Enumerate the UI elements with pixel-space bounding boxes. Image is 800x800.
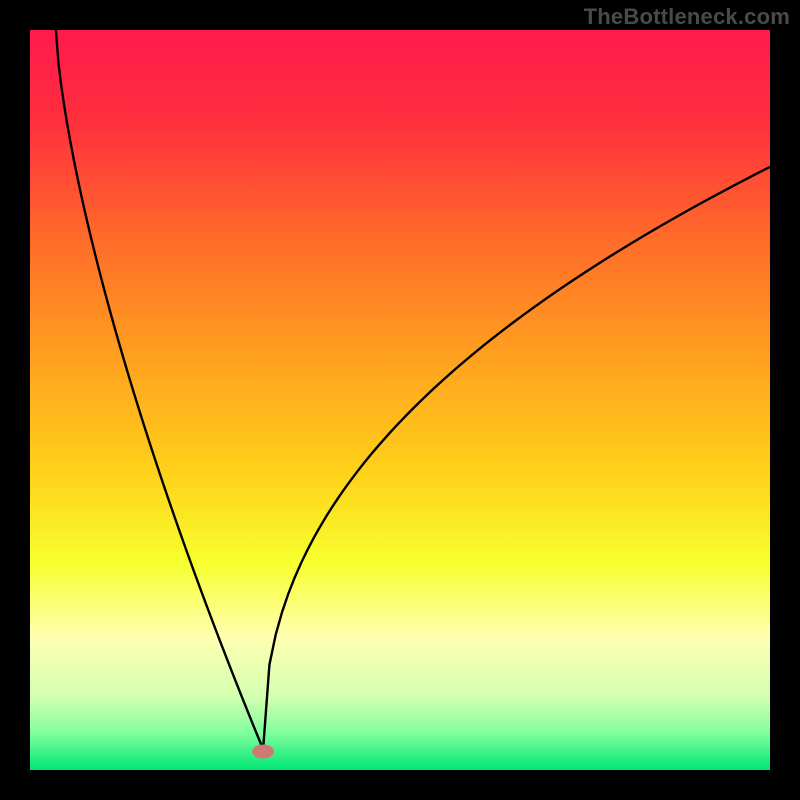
bottleneck-chart bbox=[30, 30, 770, 770]
watermark-text: TheBottleneck.com bbox=[584, 4, 790, 30]
plot-background bbox=[30, 30, 770, 770]
chart-frame: TheBottleneck.com bbox=[0, 0, 800, 800]
optimal-point-marker bbox=[252, 745, 274, 759]
